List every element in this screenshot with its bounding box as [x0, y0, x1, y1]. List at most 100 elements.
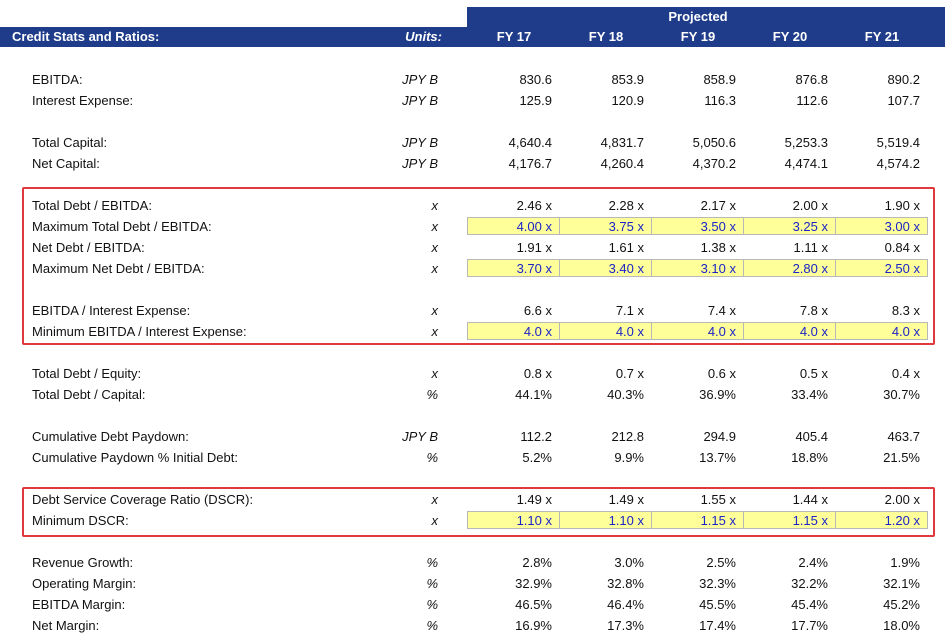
value-cell[interactable]: 45.2%: [883, 597, 920, 612]
value-cell[interactable]: 45.4%: [791, 597, 828, 612]
value-cell[interactable]: 32.8%: [607, 576, 644, 591]
input-value-cell[interactable]: 3.25 x: [792, 219, 828, 234]
value-cell[interactable]: 2.28 x: [608, 198, 644, 213]
value-cell[interactable]: 33.4%: [791, 387, 828, 402]
year-header-fy20[interactable]: FY 20: [772, 29, 808, 44]
value-cell[interactable]: 4,176.7: [508, 156, 552, 171]
value-cell[interactable]: 17.4%: [699, 618, 736, 633]
value-cell[interactable]: 890.2: [887, 72, 920, 87]
value-cell[interactable]: 3.0%: [614, 555, 644, 570]
value-cell[interactable]: 1.49 x: [608, 492, 644, 507]
value-cell[interactable]: 125.9: [519, 93, 552, 108]
value-cell[interactable]: 7.4 x: [707, 303, 736, 318]
value-cell[interactable]: 5,253.3: [784, 135, 828, 150]
input-value-cell[interactable]: 3.75 x: [608, 219, 644, 234]
input-value-cell[interactable]: 4.0 x: [615, 324, 644, 339]
value-cell[interactable]: 1.91 x: [516, 240, 552, 255]
value-cell[interactable]: 112.2: [520, 429, 552, 444]
value-cell[interactable]: 0.6 x: [707, 366, 736, 381]
input-value-cell[interactable]: 2.80 x: [792, 261, 828, 276]
value-cell[interactable]: 1.61 x: [608, 240, 644, 255]
value-cell[interactable]: 16.9%: [515, 618, 552, 633]
value-cell[interactable]: 44.1%: [515, 387, 552, 402]
value-cell[interactable]: 18.0%: [883, 618, 920, 633]
value-cell[interactable]: 463.7: [887, 429, 920, 444]
value-cell[interactable]: 120.9: [611, 93, 644, 108]
value-cell[interactable]: 1.11 x: [793, 240, 828, 255]
value-cell[interactable]: 2.00 x: [884, 492, 920, 507]
value-cell[interactable]: 294.9: [703, 429, 736, 444]
value-cell[interactable]: 5,519.4: [876, 135, 920, 150]
year-header-fy19[interactable]: FY 19: [680, 29, 716, 44]
value-cell[interactable]: 212.8: [611, 429, 644, 444]
value-cell[interactable]: 21.5%: [883, 450, 920, 465]
value-cell[interactable]: 1.44 x: [792, 492, 828, 507]
input-value-cell[interactable]: 3.50 x: [700, 219, 736, 234]
value-cell[interactable]: 2.00 x: [792, 198, 828, 213]
input-value-cell[interactable]: 1.10 x: [608, 513, 644, 528]
input-value-cell[interactable]: 1.15 x: [700, 513, 736, 528]
value-cell[interactable]: 9.9%: [614, 450, 644, 465]
value-cell[interactable]: 2.8%: [522, 555, 552, 570]
value-cell[interactable]: 17.3%: [607, 618, 644, 633]
value-cell[interactable]: 2.17 x: [700, 198, 736, 213]
value-cell[interactable]: 4,260.4: [600, 156, 644, 171]
input-value-cell[interactable]: 4.0 x: [523, 324, 552, 339]
value-cell[interactable]: 32.3%: [699, 576, 736, 591]
value-cell[interactable]: 853.9: [611, 72, 644, 87]
year-header-fy18[interactable]: FY 18: [588, 29, 624, 44]
value-cell[interactable]: 830.6: [519, 72, 552, 87]
value-cell[interactable]: 116.3: [704, 93, 736, 108]
value-cell[interactable]: 46.4%: [607, 597, 644, 612]
value-cell[interactable]: 18.8%: [791, 450, 828, 465]
value-cell[interactable]: 0.7 x: [615, 366, 644, 381]
input-value-cell[interactable]: 4.0 x: [799, 324, 828, 339]
value-cell[interactable]: 405.4: [795, 429, 828, 444]
value-cell[interactable]: 2.5%: [706, 555, 736, 570]
value-cell[interactable]: 30.7%: [883, 387, 920, 402]
year-header-fy21[interactable]: FY 21: [864, 29, 900, 44]
value-cell[interactable]: 0.4 x: [891, 366, 920, 381]
input-value-cell[interactable]: 4.0 x: [707, 324, 736, 339]
value-cell[interactable]: 1.49 x: [516, 492, 552, 507]
input-value-cell[interactable]: 1.20 x: [884, 513, 920, 528]
value-cell[interactable]: 7.1 x: [615, 303, 644, 318]
value-cell[interactable]: 45.5%: [699, 597, 736, 612]
input-value-cell[interactable]: 2.50 x: [884, 261, 920, 276]
value-cell[interactable]: 13.7%: [699, 450, 736, 465]
value-cell[interactable]: 0.8 x: [523, 366, 552, 381]
input-value-cell[interactable]: 4.0 x: [891, 324, 920, 339]
year-header-fy17[interactable]: FY 17: [496, 29, 532, 44]
value-cell[interactable]: 4,831.7: [600, 135, 644, 150]
input-value-cell[interactable]: 3.70 x: [516, 261, 552, 276]
value-cell[interactable]: 112.6: [796, 93, 828, 108]
value-cell[interactable]: 4,370.2: [692, 156, 736, 171]
value-cell[interactable]: 2.46 x: [516, 198, 552, 213]
value-cell[interactable]: 46.5%: [515, 597, 552, 612]
input-value-cell[interactable]: 1.10 x: [516, 513, 552, 528]
value-cell[interactable]: 1.38 x: [700, 240, 736, 255]
value-cell[interactable]: 6.6 x: [523, 303, 552, 318]
value-cell[interactable]: 1.55 x: [700, 492, 736, 507]
value-cell[interactable]: 5.2%: [522, 450, 552, 465]
value-cell[interactable]: 0.84 x: [884, 240, 920, 255]
value-cell[interactable]: 107.7: [887, 93, 920, 108]
value-cell[interactable]: 32.2%: [791, 576, 828, 591]
value-cell[interactable]: 8.3 x: [891, 303, 920, 318]
value-cell[interactable]: 1.9%: [890, 555, 920, 570]
value-cell[interactable]: 7.8 x: [799, 303, 828, 318]
input-value-cell[interactable]: 3.40 x: [608, 261, 644, 276]
value-cell[interactable]: 4,574.2: [876, 156, 920, 171]
input-value-cell[interactable]: 3.10 x: [700, 261, 736, 276]
value-cell[interactable]: 4,640.4: [508, 135, 552, 150]
input-value-cell[interactable]: 1.15 x: [792, 513, 828, 528]
value-cell[interactable]: 32.9%: [515, 576, 552, 591]
input-value-cell[interactable]: 3.00 x: [884, 219, 920, 234]
value-cell[interactable]: 32.1%: [883, 576, 920, 591]
value-cell[interactable]: 36.9%: [699, 387, 736, 402]
value-cell[interactable]: 858.9: [703, 72, 736, 87]
value-cell[interactable]: 17.7%: [791, 618, 828, 633]
value-cell[interactable]: 0.5 x: [799, 366, 828, 381]
value-cell[interactable]: 40.3%: [607, 387, 644, 402]
value-cell[interactable]: 5,050.6: [692, 135, 736, 150]
